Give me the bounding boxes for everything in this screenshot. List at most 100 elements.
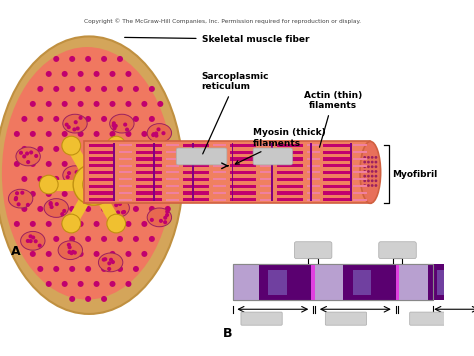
Circle shape bbox=[133, 146, 139, 152]
Circle shape bbox=[371, 175, 374, 178]
Circle shape bbox=[363, 156, 366, 159]
Circle shape bbox=[165, 213, 169, 217]
Bar bbox=[354, 151, 366, 153]
Circle shape bbox=[53, 176, 59, 182]
Circle shape bbox=[37, 116, 43, 122]
Bar bbox=[323, 164, 350, 167]
Bar bbox=[166, 144, 179, 146]
Ellipse shape bbox=[9, 189, 33, 208]
Circle shape bbox=[126, 191, 131, 197]
Circle shape bbox=[101, 56, 107, 62]
Circle shape bbox=[165, 209, 169, 214]
Circle shape bbox=[62, 221, 68, 227]
Bar bbox=[307, 199, 319, 200]
Circle shape bbox=[374, 165, 377, 168]
FancyBboxPatch shape bbox=[379, 242, 416, 258]
Ellipse shape bbox=[58, 241, 82, 260]
Circle shape bbox=[165, 176, 171, 182]
Circle shape bbox=[69, 296, 75, 302]
Bar bbox=[230, 157, 256, 161]
Circle shape bbox=[374, 161, 377, 163]
Circle shape bbox=[139, 173, 144, 178]
Circle shape bbox=[367, 156, 370, 159]
Circle shape bbox=[117, 266, 123, 272]
Bar bbox=[213, 172, 226, 173]
Bar bbox=[260, 172, 273, 173]
Circle shape bbox=[37, 176, 43, 182]
Circle shape bbox=[46, 221, 52, 227]
Bar bbox=[323, 198, 350, 201]
Circle shape bbox=[367, 184, 370, 187]
Circle shape bbox=[141, 101, 147, 107]
Circle shape bbox=[363, 184, 366, 187]
Circle shape bbox=[109, 221, 116, 227]
Bar bbox=[89, 157, 115, 161]
Circle shape bbox=[149, 116, 155, 122]
Circle shape bbox=[85, 86, 91, 92]
Text: Skeletal muscle fiber: Skeletal muscle fiber bbox=[125, 35, 309, 44]
Circle shape bbox=[121, 210, 125, 214]
Circle shape bbox=[150, 171, 154, 175]
Circle shape bbox=[117, 56, 123, 62]
Bar bbox=[166, 172, 179, 173]
Circle shape bbox=[116, 210, 120, 214]
Circle shape bbox=[133, 236, 139, 242]
Circle shape bbox=[117, 176, 123, 182]
Circle shape bbox=[37, 236, 43, 242]
Circle shape bbox=[149, 206, 155, 212]
Circle shape bbox=[111, 260, 115, 264]
Bar bbox=[166, 158, 179, 160]
Bar bbox=[136, 192, 162, 195]
Circle shape bbox=[103, 257, 107, 261]
Bar bbox=[183, 151, 209, 154]
Circle shape bbox=[101, 86, 107, 92]
Circle shape bbox=[101, 266, 107, 272]
Circle shape bbox=[117, 146, 123, 152]
Bar bbox=[183, 184, 209, 188]
Bar bbox=[213, 151, 226, 153]
Circle shape bbox=[46, 101, 52, 107]
Ellipse shape bbox=[109, 114, 134, 133]
FancyBboxPatch shape bbox=[241, 312, 282, 325]
Bar bbox=[233, 264, 259, 300]
Bar bbox=[136, 164, 162, 167]
Circle shape bbox=[126, 71, 131, 77]
Circle shape bbox=[114, 203, 118, 207]
Bar bbox=[136, 171, 162, 174]
Circle shape bbox=[31, 235, 35, 240]
Circle shape bbox=[46, 251, 52, 257]
Bar bbox=[354, 172, 366, 173]
Circle shape bbox=[85, 266, 91, 272]
Circle shape bbox=[117, 206, 123, 212]
Circle shape bbox=[46, 71, 52, 77]
Circle shape bbox=[101, 116, 107, 122]
Circle shape bbox=[93, 131, 100, 137]
Bar bbox=[166, 199, 179, 200]
Circle shape bbox=[374, 170, 377, 173]
Circle shape bbox=[62, 281, 68, 287]
Bar bbox=[230, 151, 256, 154]
Circle shape bbox=[21, 206, 27, 212]
Bar bbox=[230, 178, 256, 181]
Circle shape bbox=[34, 239, 38, 243]
Ellipse shape bbox=[105, 199, 129, 218]
Circle shape bbox=[68, 245, 72, 249]
Circle shape bbox=[107, 209, 111, 213]
Circle shape bbox=[22, 155, 26, 158]
Circle shape bbox=[85, 236, 91, 242]
Circle shape bbox=[112, 121, 116, 125]
Circle shape bbox=[367, 165, 370, 168]
Circle shape bbox=[126, 131, 131, 137]
Circle shape bbox=[114, 124, 118, 128]
Circle shape bbox=[85, 176, 91, 182]
Circle shape bbox=[46, 161, 52, 167]
FancyBboxPatch shape bbox=[467, 242, 474, 258]
Circle shape bbox=[109, 251, 116, 257]
Circle shape bbox=[363, 170, 366, 173]
Circle shape bbox=[148, 173, 152, 177]
Bar bbox=[354, 144, 366, 146]
Circle shape bbox=[62, 161, 68, 167]
Bar bbox=[268, 269, 287, 294]
Bar bbox=[354, 192, 366, 194]
Bar bbox=[307, 144, 319, 146]
